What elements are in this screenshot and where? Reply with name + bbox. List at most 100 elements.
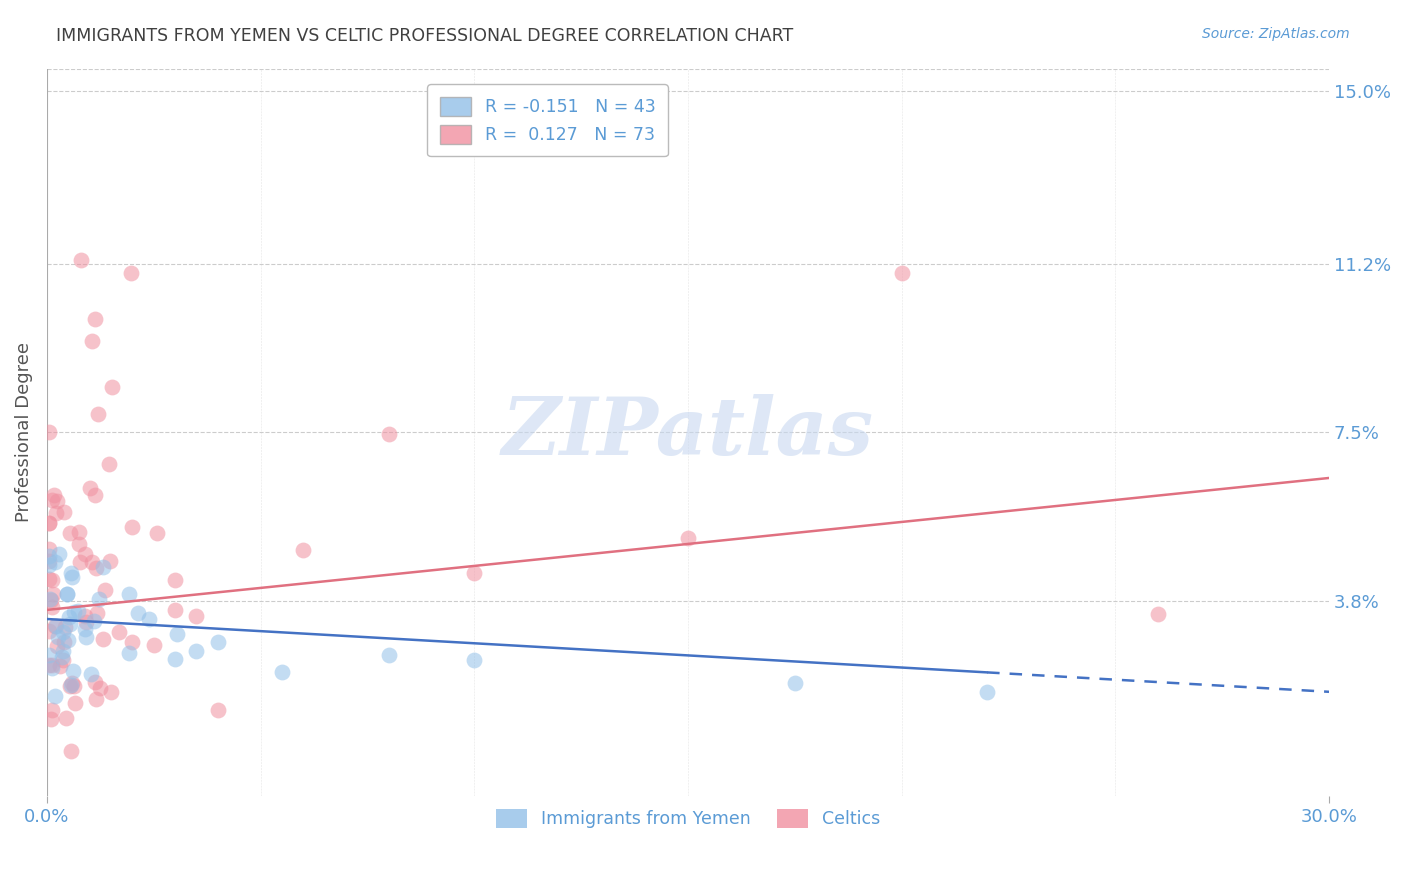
Celtics [42,587,65,601]
Immigrants from Yemen [44,689,66,703]
Immigrants from Yemen [783,675,806,690]
Immigrants from Yemen [52,624,75,639]
Celtics [38,516,60,530]
Immigrants from Yemen [38,558,60,572]
Celtics [79,482,101,496]
Immigrants from Yemen [127,607,149,621]
Celtics [142,638,165,652]
Immigrants from Yemen [976,685,998,699]
Celtics [80,334,103,349]
Celtics [676,531,699,545]
Celtics [45,506,67,520]
Immigrants from Yemen [59,678,82,692]
Celtics [84,560,107,574]
Immigrants from Yemen [378,648,401,663]
Y-axis label: Professional Degree: Professional Degree [15,343,32,523]
Celtics [49,659,72,673]
Immigrants from Yemen [38,549,60,563]
Text: Source: ZipAtlas.com: Source: ZipAtlas.com [1202,27,1350,41]
Celtics [67,537,90,551]
Immigrants from Yemen [80,667,103,681]
Immigrants from Yemen [63,605,86,619]
Immigrants from Yemen [38,592,60,607]
Celtics [207,703,229,717]
Immigrants from Yemen [118,587,141,601]
Celtics [101,380,124,394]
Text: ZIPatlas: ZIPatlas [502,393,875,471]
Celtics [186,608,208,623]
Celtics [83,674,105,689]
Celtics [44,619,66,633]
Immigrants from Yemen [463,653,485,667]
Celtics [82,555,104,569]
Celtics [146,526,169,541]
Celtics [1147,607,1170,622]
Celtics [107,625,129,640]
Celtics [378,426,401,441]
Immigrants from Yemen [56,587,79,601]
Immigrants from Yemen [165,652,187,666]
Celtics [86,606,108,620]
Celtics [75,615,97,629]
Celtics [41,574,63,588]
Immigrants from Yemen [58,633,80,648]
Celtics [463,566,485,581]
Celtics [59,526,82,541]
Celtics [52,653,75,667]
Celtics [38,624,60,638]
Celtics [38,425,60,440]
Immigrants from Yemen [186,644,208,658]
Immigrants from Yemen [166,627,188,641]
Immigrants from Yemen [75,630,97,644]
Immigrants from Yemen [51,649,73,664]
Immigrants from Yemen [38,648,60,662]
Celtics [84,311,107,326]
Immigrants from Yemen [138,612,160,626]
Celtics [67,525,90,540]
Immigrants from Yemen [118,646,141,660]
Celtics [69,555,91,569]
Celtics [38,541,60,556]
Celtics [121,520,143,534]
Celtics [52,635,75,649]
Immigrants from Yemen [46,630,69,644]
Celtics [69,252,91,267]
Immigrants from Yemen [91,559,114,574]
Celtics [62,675,84,690]
Celtics [84,692,107,706]
Celtics [63,696,86,710]
Celtics [98,554,121,568]
Immigrants from Yemen [59,617,82,632]
Celtics [91,632,114,647]
Celtics [89,681,111,695]
Celtics [39,593,62,607]
Immigrants from Yemen [52,644,75,658]
Immigrants from Yemen [207,634,229,648]
Celtics [45,639,67,653]
Celtics [165,603,187,617]
Celtics [38,573,60,587]
Celtics [41,599,63,614]
Celtics [292,543,315,558]
Celtics [45,493,67,508]
Celtics [38,554,60,568]
Immigrants from Yemen [41,661,63,675]
Immigrants from Yemen [73,623,96,637]
Immigrants from Yemen [58,610,80,624]
Immigrants from Yemen [87,591,110,606]
Celtics [100,685,122,699]
Immigrants from Yemen [45,619,67,633]
Celtics [890,266,912,280]
Celtics [41,658,63,673]
Celtics [53,505,76,519]
Celtics [165,573,187,587]
Immigrants from Yemen [44,555,66,569]
Immigrants from Yemen [83,614,105,628]
Celtics [83,488,105,502]
Celtics [121,634,143,648]
Celtics [87,407,110,421]
Celtics [120,266,142,280]
Celtics [63,679,86,693]
Text: IMMIGRANTS FROM YEMEN VS CELTIC PROFESSIONAL DEGREE CORRELATION CHART: IMMIGRANTS FROM YEMEN VS CELTIC PROFESSI… [56,27,793,45]
Celtics [41,703,63,717]
